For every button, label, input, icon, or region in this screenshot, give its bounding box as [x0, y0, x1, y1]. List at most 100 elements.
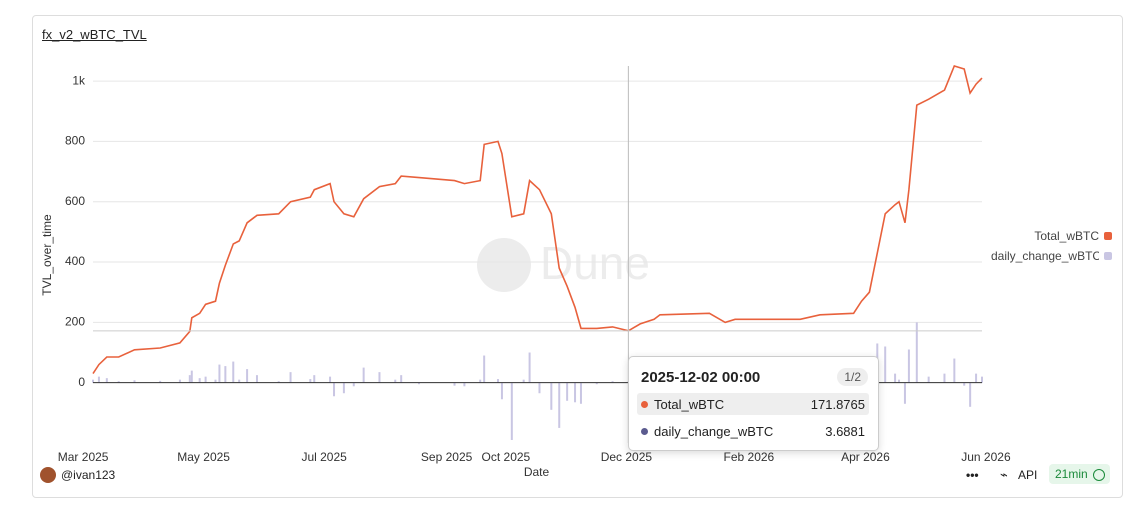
tooltip-row: Total_wBTC 171.8765	[637, 393, 869, 415]
bar	[496, 379, 499, 383]
bar	[188, 375, 191, 383]
chart-card	[32, 15, 1123, 498]
bar	[894, 373, 897, 383]
bar	[479, 379, 482, 383]
tooltip-name: daily_change_wBTC	[654, 423, 774, 439]
x-tick-label: May 2025	[177, 450, 230, 464]
bar	[255, 375, 258, 383]
bar	[953, 358, 956, 383]
y-tick-label: 0	[78, 375, 85, 389]
check-icon	[1093, 469, 1105, 481]
bar	[558, 382, 561, 428]
bar	[500, 382, 503, 400]
y-tick-label: 800	[65, 134, 85, 148]
bar	[903, 382, 906, 404]
bar	[611, 381, 614, 383]
bar	[528, 352, 531, 383]
api-icon[interactable]: ⌁	[1000, 467, 1008, 482]
x-tick-label: Jun 2026	[961, 450, 1011, 464]
bar	[352, 382, 355, 387]
avatar[interactable]	[40, 467, 56, 483]
x-tick-label: Feb 2026	[724, 450, 775, 464]
y-tick-label: 1k	[72, 73, 86, 87]
x-tick-label: Apr 2026	[841, 450, 890, 464]
bar	[915, 322, 918, 383]
chart-title[interactable]: fx_v2_wBTC_TVL	[42, 27, 147, 42]
bar	[289, 372, 292, 383]
more-button[interactable]: •••	[966, 468, 979, 482]
bar	[159, 380, 162, 383]
bar	[453, 382, 456, 386]
bar	[204, 376, 207, 383]
bar	[969, 382, 972, 407]
bar	[963, 382, 966, 386]
bar	[522, 379, 525, 383]
x-axis-label: Date	[524, 465, 550, 479]
tooltip-dot	[641, 427, 648, 435]
legend-item[interactable]: Total_wBTC	[1034, 229, 1112, 243]
y-tick-label: 200	[65, 315, 85, 329]
bar	[246, 369, 249, 383]
bar	[884, 346, 887, 383]
x-tick-label: Dec 2025	[601, 450, 653, 464]
x-tick-label: Mar 2025	[58, 450, 109, 464]
tooltip-dot	[641, 400, 648, 408]
bar	[198, 378, 201, 383]
tooltip-row: daily_change_wBTC 3.6881	[637, 420, 869, 442]
bar	[574, 382, 577, 403]
bar	[907, 349, 910, 383]
bar	[898, 379, 901, 383]
bar	[400, 375, 403, 383]
bar	[538, 382, 541, 394]
bar	[342, 382, 345, 394]
x-tick-label: Oct 2025	[482, 450, 531, 464]
tooltip-name: Total_wBTC	[654, 396, 725, 412]
x-tick-label: Sep 2025	[421, 450, 473, 464]
bar	[117, 381, 120, 383]
legend-item[interactable]: daily_change_wBTC	[991, 249, 1112, 263]
bar	[224, 366, 227, 383]
bar	[232, 361, 235, 383]
bar	[333, 382, 336, 397]
tooltip-value: 171.8765	[810, 396, 865, 412]
bar	[943, 373, 946, 383]
x-tick-label: Jul 2025	[301, 450, 347, 464]
tooltip-page: 1/2	[837, 368, 868, 386]
tooltip-title: 2025-12-02 00:00	[641, 369, 761, 386]
y-tick-label: 400	[65, 254, 85, 268]
bar	[595, 382, 598, 385]
api-button[interactable]: API	[1018, 468, 1038, 482]
bar	[579, 382, 582, 404]
y-tick-label: 600	[65, 194, 85, 208]
bar	[510, 382, 513, 440]
bar	[218, 364, 221, 383]
tooltip: 2025-12-02 00:00 1/2 Total_wBTC 171.8765…	[628, 356, 879, 451]
bar	[309, 379, 312, 383]
bar	[190, 370, 193, 383]
user-name[interactable]: @ivan123	[61, 468, 116, 482]
bar	[975, 373, 978, 383]
bar	[133, 380, 136, 383]
bar	[394, 379, 397, 383]
legend-label: Total_wBTC	[1034, 229, 1099, 243]
bar	[378, 372, 381, 383]
bar	[329, 376, 332, 383]
bar	[313, 375, 316, 383]
bar	[92, 379, 94, 383]
legend-swatch	[1104, 252, 1112, 260]
bar	[550, 382, 553, 410]
bar	[566, 382, 569, 401]
bar	[178, 379, 181, 383]
bar	[417, 382, 420, 385]
bar	[362, 367, 365, 383]
watermark-logo	[477, 238, 531, 292]
bar	[463, 382, 466, 387]
bar	[238, 379, 241, 383]
y-axis-label: TVL_over_time	[40, 214, 54, 296]
bar	[97, 376, 100, 383]
bar	[927, 376, 930, 383]
bar	[277, 381, 280, 383]
bar	[483, 355, 486, 383]
